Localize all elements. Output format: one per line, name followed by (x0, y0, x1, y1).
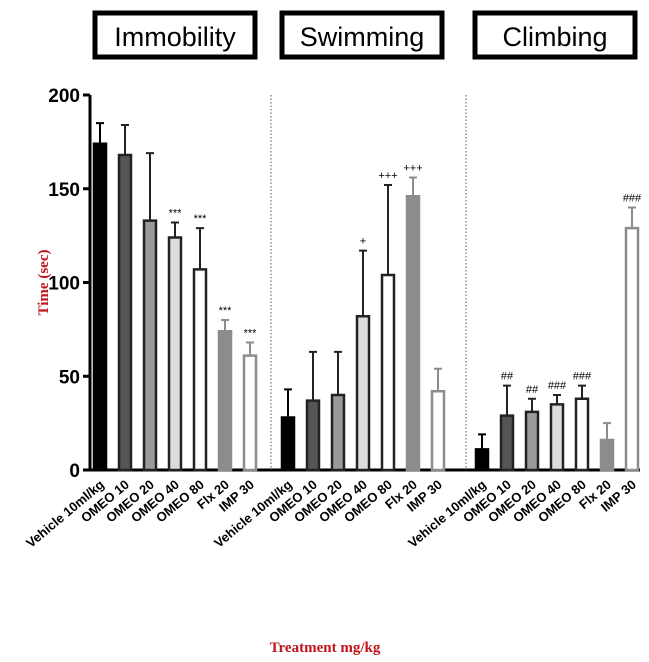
significance-label: *** (194, 213, 208, 225)
bar (142, 219, 158, 472)
significance-label: ## (526, 384, 539, 396)
bar (405, 195, 421, 472)
bar (499, 414, 515, 472)
group-title: Swimming (300, 22, 425, 52)
significance-label: ## (501, 371, 514, 383)
bar (624, 226, 640, 472)
y-tick-label: 0 (69, 461, 80, 482)
bar (280, 416, 296, 472)
bar (217, 330, 233, 472)
bar (380, 273, 396, 472)
bar (355, 315, 371, 472)
significance-label: ### (573, 371, 592, 383)
bar (192, 268, 208, 472)
bar (599, 438, 615, 472)
bar (524, 410, 540, 472)
bar (305, 399, 321, 472)
group-title-box (472, 10, 638, 60)
bar (549, 403, 565, 472)
y-tick-label: 100 (48, 274, 80, 295)
bar (430, 390, 446, 472)
significance-label: *** (169, 208, 183, 220)
significance-label: ### (623, 193, 642, 205)
bar (92, 142, 108, 472)
bar (117, 153, 133, 472)
group-title: Climbing (502, 22, 607, 52)
group-title-box (279, 10, 445, 60)
y-axis-label: Time (sec) (36, 250, 52, 316)
bar (330, 393, 346, 472)
significance-label: +++ (378, 170, 397, 182)
significance-label: ### (548, 380, 567, 392)
group-title: Immobility (114, 22, 236, 52)
bar (474, 448, 490, 472)
bar (242, 354, 258, 472)
significance-label: +++ (403, 163, 422, 175)
y-tick-label: 200 (48, 86, 80, 107)
significance-label: + (360, 236, 366, 248)
significance-label: *** (244, 328, 258, 340)
group-title-box (92, 10, 258, 60)
y-tick-label: 50 (59, 367, 80, 388)
bar (167, 236, 183, 472)
bar (574, 397, 590, 472)
y-tick-label: 150 (48, 180, 80, 201)
significance-label: *** (219, 305, 233, 317)
x-axis-label: Treatment mg/kg (270, 640, 381, 656)
